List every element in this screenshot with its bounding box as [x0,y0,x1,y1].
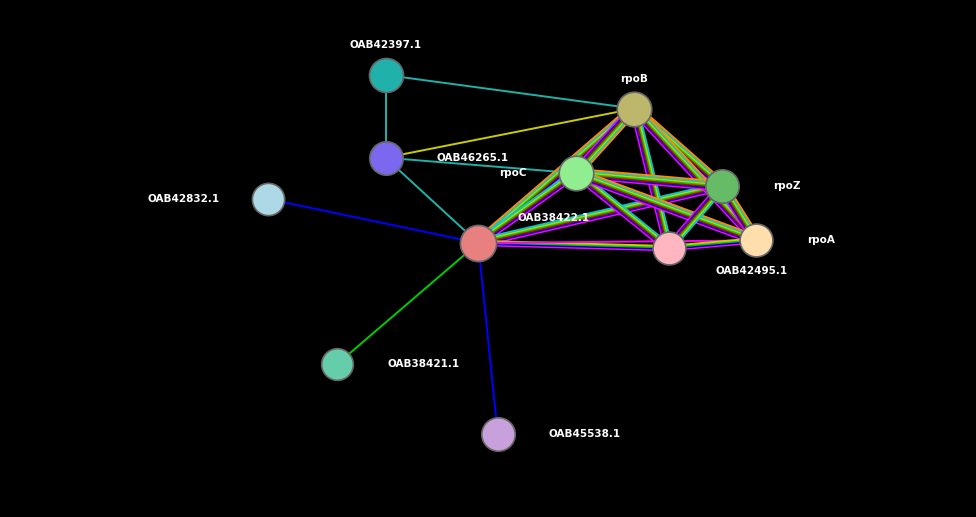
Text: OAB45538.1: OAB45538.1 [549,429,621,439]
Point [627,104,642,113]
Text: OAB42495.1: OAB42495.1 [715,266,788,276]
Text: OAB46265.1: OAB46265.1 [436,153,508,163]
Text: OAB42832.1: OAB42832.1 [147,194,220,204]
Point [378,154,393,162]
Text: OAB42397.1: OAB42397.1 [349,40,422,50]
Text: rpoA: rpoA [807,235,835,246]
Point [661,244,676,252]
Point [329,360,345,369]
Point [749,236,764,245]
Text: rpoZ: rpoZ [773,181,800,191]
Point [261,195,276,203]
Text: OAB38422.1: OAB38422.1 [517,214,590,223]
Point [490,430,506,438]
Point [470,239,486,247]
Text: rpoB: rpoB [621,74,648,84]
Text: rpoC: rpoC [500,168,527,178]
Point [378,71,393,79]
Point [714,182,730,190]
Point [568,169,584,177]
Text: OAB38421.1: OAB38421.1 [387,359,460,370]
